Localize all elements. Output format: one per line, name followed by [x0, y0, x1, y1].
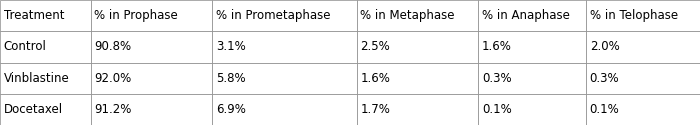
Bar: [479, 62, 586, 94]
Bar: [479, 94, 586, 125]
Text: % in Prometaphase: % in Prometaphase: [216, 9, 330, 22]
Bar: [357, 94, 479, 125]
Text: 3.1%: 3.1%: [216, 40, 246, 53]
Text: 2.0%: 2.0%: [589, 40, 620, 53]
Text: 0.1%: 0.1%: [589, 103, 620, 116]
Bar: [91, 94, 212, 125]
Bar: [0, 0, 91, 31]
Text: 91.2%: 91.2%: [94, 103, 132, 116]
Bar: [479, 0, 586, 31]
Bar: [0, 62, 91, 94]
Text: Docetaxel: Docetaxel: [4, 103, 62, 116]
Text: 1.7%: 1.7%: [360, 103, 391, 116]
Bar: [586, 62, 700, 94]
Text: % in Telophase: % in Telophase: [589, 9, 678, 22]
Bar: [479, 31, 586, 62]
Text: 1.6%: 1.6%: [360, 72, 391, 85]
Bar: [212, 31, 357, 62]
Bar: [357, 31, 479, 62]
Text: Control: Control: [4, 40, 46, 53]
Text: 0.3%: 0.3%: [482, 72, 512, 85]
Bar: [0, 94, 91, 125]
Bar: [91, 62, 212, 94]
Text: 0.3%: 0.3%: [589, 72, 620, 85]
Text: % in Prophase: % in Prophase: [94, 9, 178, 22]
Text: 0.1%: 0.1%: [482, 103, 512, 116]
Text: % in Anaphase: % in Anaphase: [482, 9, 570, 22]
Text: % in Metaphase: % in Metaphase: [360, 9, 455, 22]
Bar: [212, 0, 357, 31]
Text: 2.5%: 2.5%: [360, 40, 390, 53]
Text: 6.9%: 6.9%: [216, 103, 246, 116]
Bar: [212, 94, 357, 125]
Bar: [357, 0, 479, 31]
Text: 92.0%: 92.0%: [94, 72, 132, 85]
Bar: [91, 0, 212, 31]
Text: Vinblastine: Vinblastine: [4, 72, 69, 85]
Text: 1.6%: 1.6%: [482, 40, 512, 53]
Bar: [0, 31, 91, 62]
Text: Treatment: Treatment: [4, 9, 64, 22]
Text: 90.8%: 90.8%: [94, 40, 132, 53]
Bar: [357, 62, 479, 94]
Bar: [586, 31, 700, 62]
Bar: [91, 31, 212, 62]
Bar: [586, 0, 700, 31]
Text: 5.8%: 5.8%: [216, 72, 246, 85]
Bar: [586, 94, 700, 125]
Bar: [212, 62, 357, 94]
